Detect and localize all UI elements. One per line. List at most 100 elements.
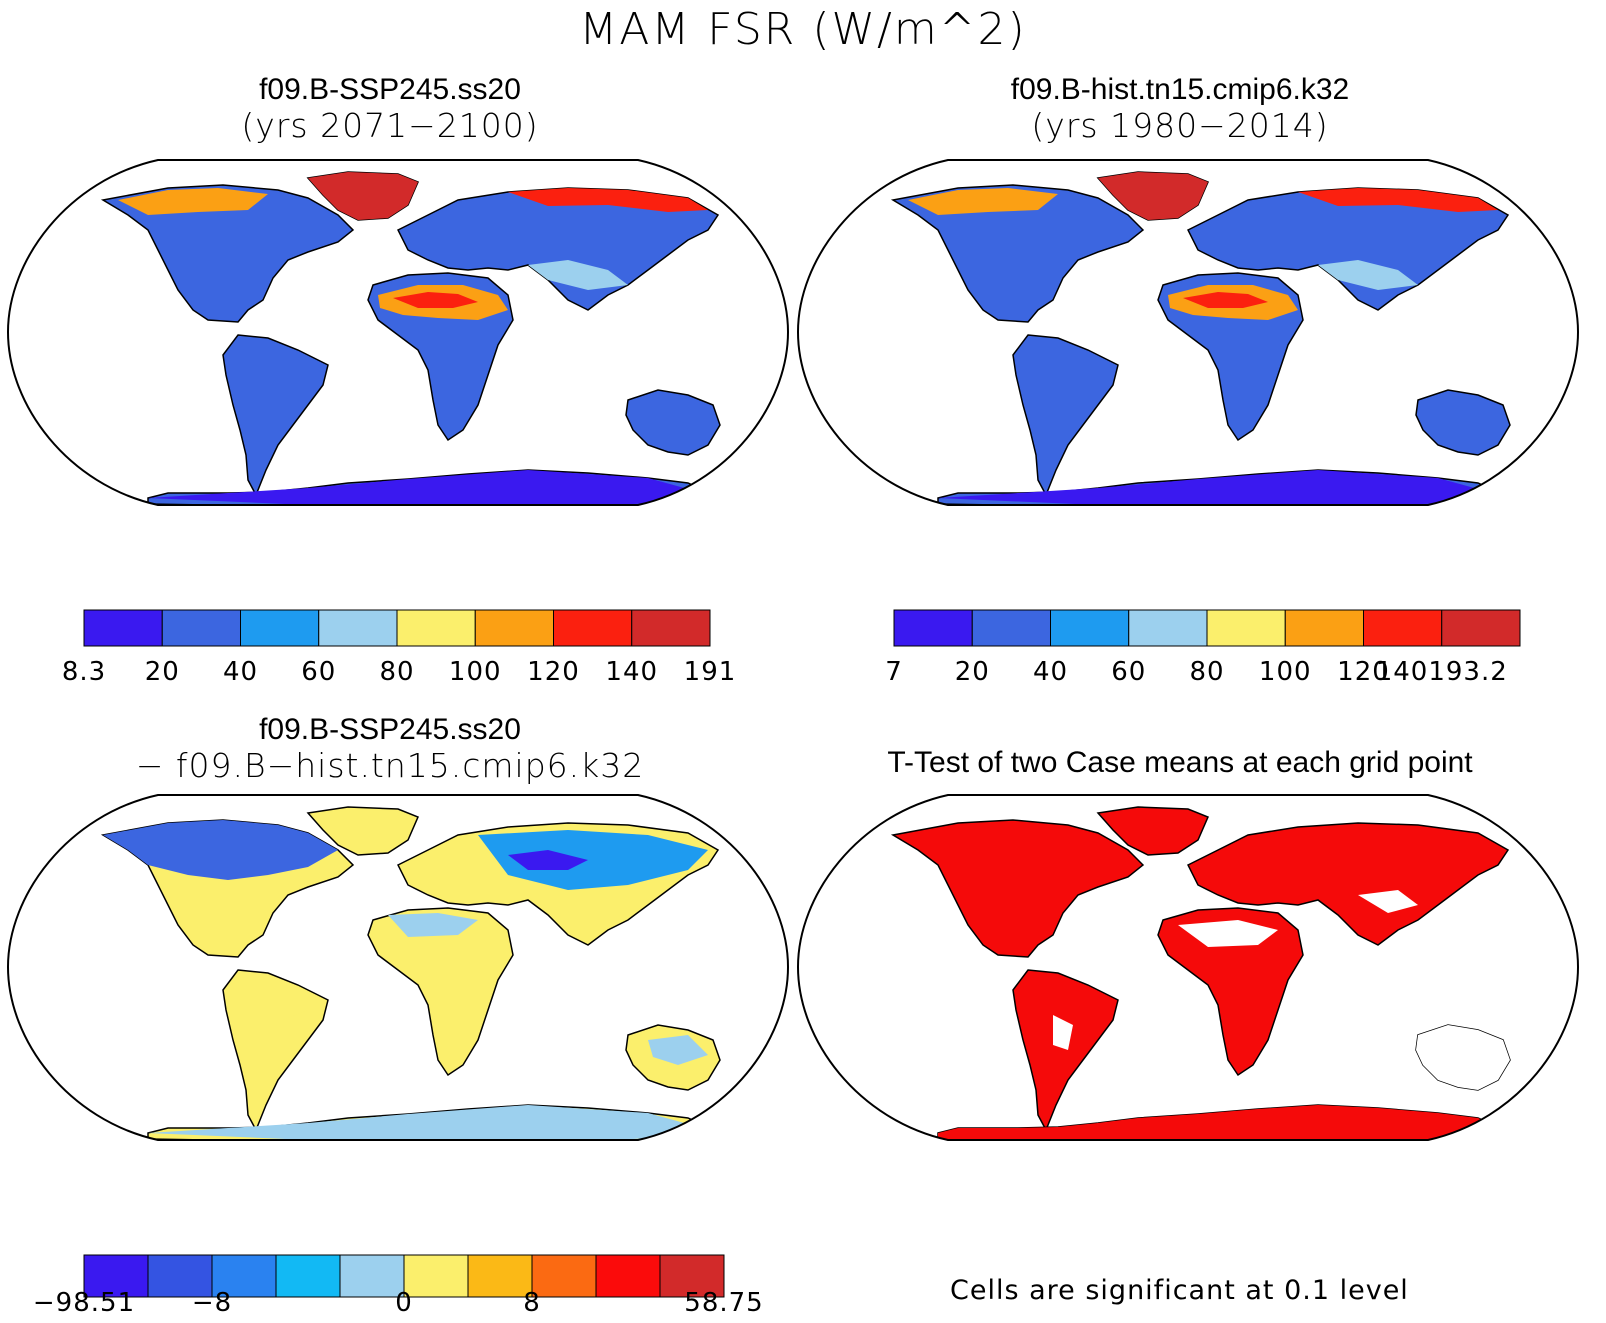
landmass-eurasia [1186, 822, 1510, 946]
colorbar-swatch [631, 609, 711, 647]
colorbar-tick-label: −8 [192, 1288, 232, 1318]
colorbar-tick-label: 80 [1189, 657, 1224, 687]
field-patch [938, 1105, 1518, 1140]
field-patch [393, 292, 478, 308]
colorbar-swatch [147, 1254, 213, 1298]
colorbar-swatch [553, 609, 633, 647]
figure-title: MAM FSR (W/m^2) [579, 4, 1027, 55]
map-border [6, 159, 790, 506]
colorbar-tick-label: 120 [1337, 657, 1390, 687]
field-patch [148, 1105, 728, 1140]
colorbar-tick-label: 0 [395, 1288, 413, 1318]
field-patch [1178, 920, 1278, 947]
colorbar-tick-label: 58.75 [684, 1288, 763, 1318]
colorbar-tick-label: 140193.2 [1376, 657, 1508, 687]
field-patch [908, 188, 1058, 215]
landmass-south-america [1012, 969, 1119, 1132]
colorbar-swatch [1441, 609, 1521, 647]
map-ttest [796, 794, 1580, 1141]
field-patch [1416, 1025, 1510, 1090]
colorbar-tick-label: 60 [301, 657, 336, 687]
colorbar-swatch [1128, 609, 1208, 647]
panel-title-difference: f09.B-SSP245.ss20 − f09.B−hist.tn15.cmip… [40, 712, 740, 784]
colorbar-swatch [1206, 609, 1286, 647]
colorbar-swatch [318, 609, 398, 647]
field-patch [508, 850, 588, 870]
colorbar-swatch [531, 1254, 597, 1298]
landmass-north-america [100, 184, 355, 323]
colorbar-swatch [396, 609, 476, 647]
colorbar-tick-label: 8.3 [62, 657, 106, 687]
field-patch [263, 985, 308, 1020]
colorbar-swatch [240, 609, 320, 647]
field-patch [1053, 1015, 1073, 1050]
colorbar-swatch [595, 1254, 661, 1298]
landmass-greenland [1096, 806, 1209, 856]
colorbar-swatch [403, 1254, 469, 1298]
colorbar-swatch [1050, 609, 1130, 647]
field-patch [528, 260, 628, 290]
map-border [796, 794, 1580, 1141]
colorbar-tick-label: −98.51 [33, 1288, 135, 1318]
field-patch [388, 913, 478, 937]
panel-title-difference-line2: − f09.B−hist.tn15.cmip6.k32 [135, 746, 645, 785]
colorbar-tick-label: 8 [523, 1288, 541, 1318]
colorbar-tick-label: 191 [684, 657, 737, 687]
field-patch [508, 188, 708, 212]
colorbar-tick-label: 40 [1033, 657, 1068, 687]
landmass-south-america [1012, 334, 1119, 497]
colorbar-difference: −98.51 −8 0 8 58.75 [33, 1254, 763, 1318]
field-patch [478, 830, 708, 890]
colorbar-tick-label: 140 [605, 657, 658, 687]
colorbar-tick-label: 40 [223, 657, 258, 687]
landmass-north-america [890, 184, 1145, 323]
colorbar-swatch [893, 609, 973, 647]
map-case1 [6, 159, 790, 506]
landmass-africa [367, 907, 514, 1077]
field-patch [1358, 890, 1418, 913]
field-patch [1318, 260, 1418, 290]
panel-title-case1-line2: (yrs 2071−2100) [241, 106, 539, 145]
colorbar-tick-label: 100 [449, 657, 502, 687]
panel-title-difference-line1: f09.B-SSP245.ss20 [259, 713, 521, 746]
colorbar-tick-label: 80 [379, 657, 414, 687]
colorbar-swatch [83, 1254, 149, 1298]
significance-note: Cells are significant at 0.1 level [950, 1275, 1409, 1306]
map-difference [6, 794, 790, 1141]
panel-title-ttest: T-Test of two Case means at each grid po… [800, 745, 1560, 781]
panel-title-case1: f09.B-SSP245.ss20 (yrs 2071−2100) [40, 72, 740, 144]
colorbar-tick-label: 20 [145, 657, 180, 687]
map-border [6, 794, 790, 1141]
landmass-australia [1415, 389, 1511, 456]
field-patch [308, 172, 418, 220]
colorbar-swatch [474, 609, 554, 647]
colorbar-swatch [971, 609, 1051, 647]
colorbar-swatch [211, 1254, 277, 1298]
colorbar-swatch [161, 609, 241, 647]
field-patch [148, 470, 728, 505]
colorbar-swatch [275, 1254, 341, 1298]
landmass-greenland [306, 806, 419, 856]
field-patch [1183, 292, 1268, 308]
panel-title-case2-line1: f09.B-hist.tn15.cmip6.k32 [1010, 73, 1350, 106]
colorbar-tick-label: 100 [1259, 657, 1312, 687]
map-case2 [796, 159, 1580, 506]
panel-title-case1-line1: f09.B-SSP245.ss20 [259, 73, 521, 106]
colorbar-swatch [83, 609, 163, 647]
panel-title-case2-line2: (yrs 1980−2014) [1031, 106, 1329, 145]
landmass-south-america [222, 334, 329, 497]
landmass-africa [1157, 907, 1304, 1077]
colorbar-tick-label: 20 [955, 657, 990, 687]
field-patch [1098, 172, 1208, 220]
field-patch [1298, 188, 1498, 212]
colorbar-swatch [659, 1254, 725, 1298]
field-patch [938, 470, 1518, 505]
colorbar-tick-label: 60 [1111, 657, 1146, 687]
colorbar-case1: 8.3 20 40 60 80 100 120 140 191 [62, 609, 737, 687]
panel-title-case2: f09.B-hist.tn15.cmip6.k32 (yrs 1980−2014… [830, 72, 1530, 144]
field-patch [103, 820, 338, 880]
colorbar-swatch [1284, 609, 1364, 647]
panel-title-ttest-line1: T-Test of two Case means at each grid po… [887, 746, 1473, 779]
colorbar-swatch [1363, 609, 1443, 647]
